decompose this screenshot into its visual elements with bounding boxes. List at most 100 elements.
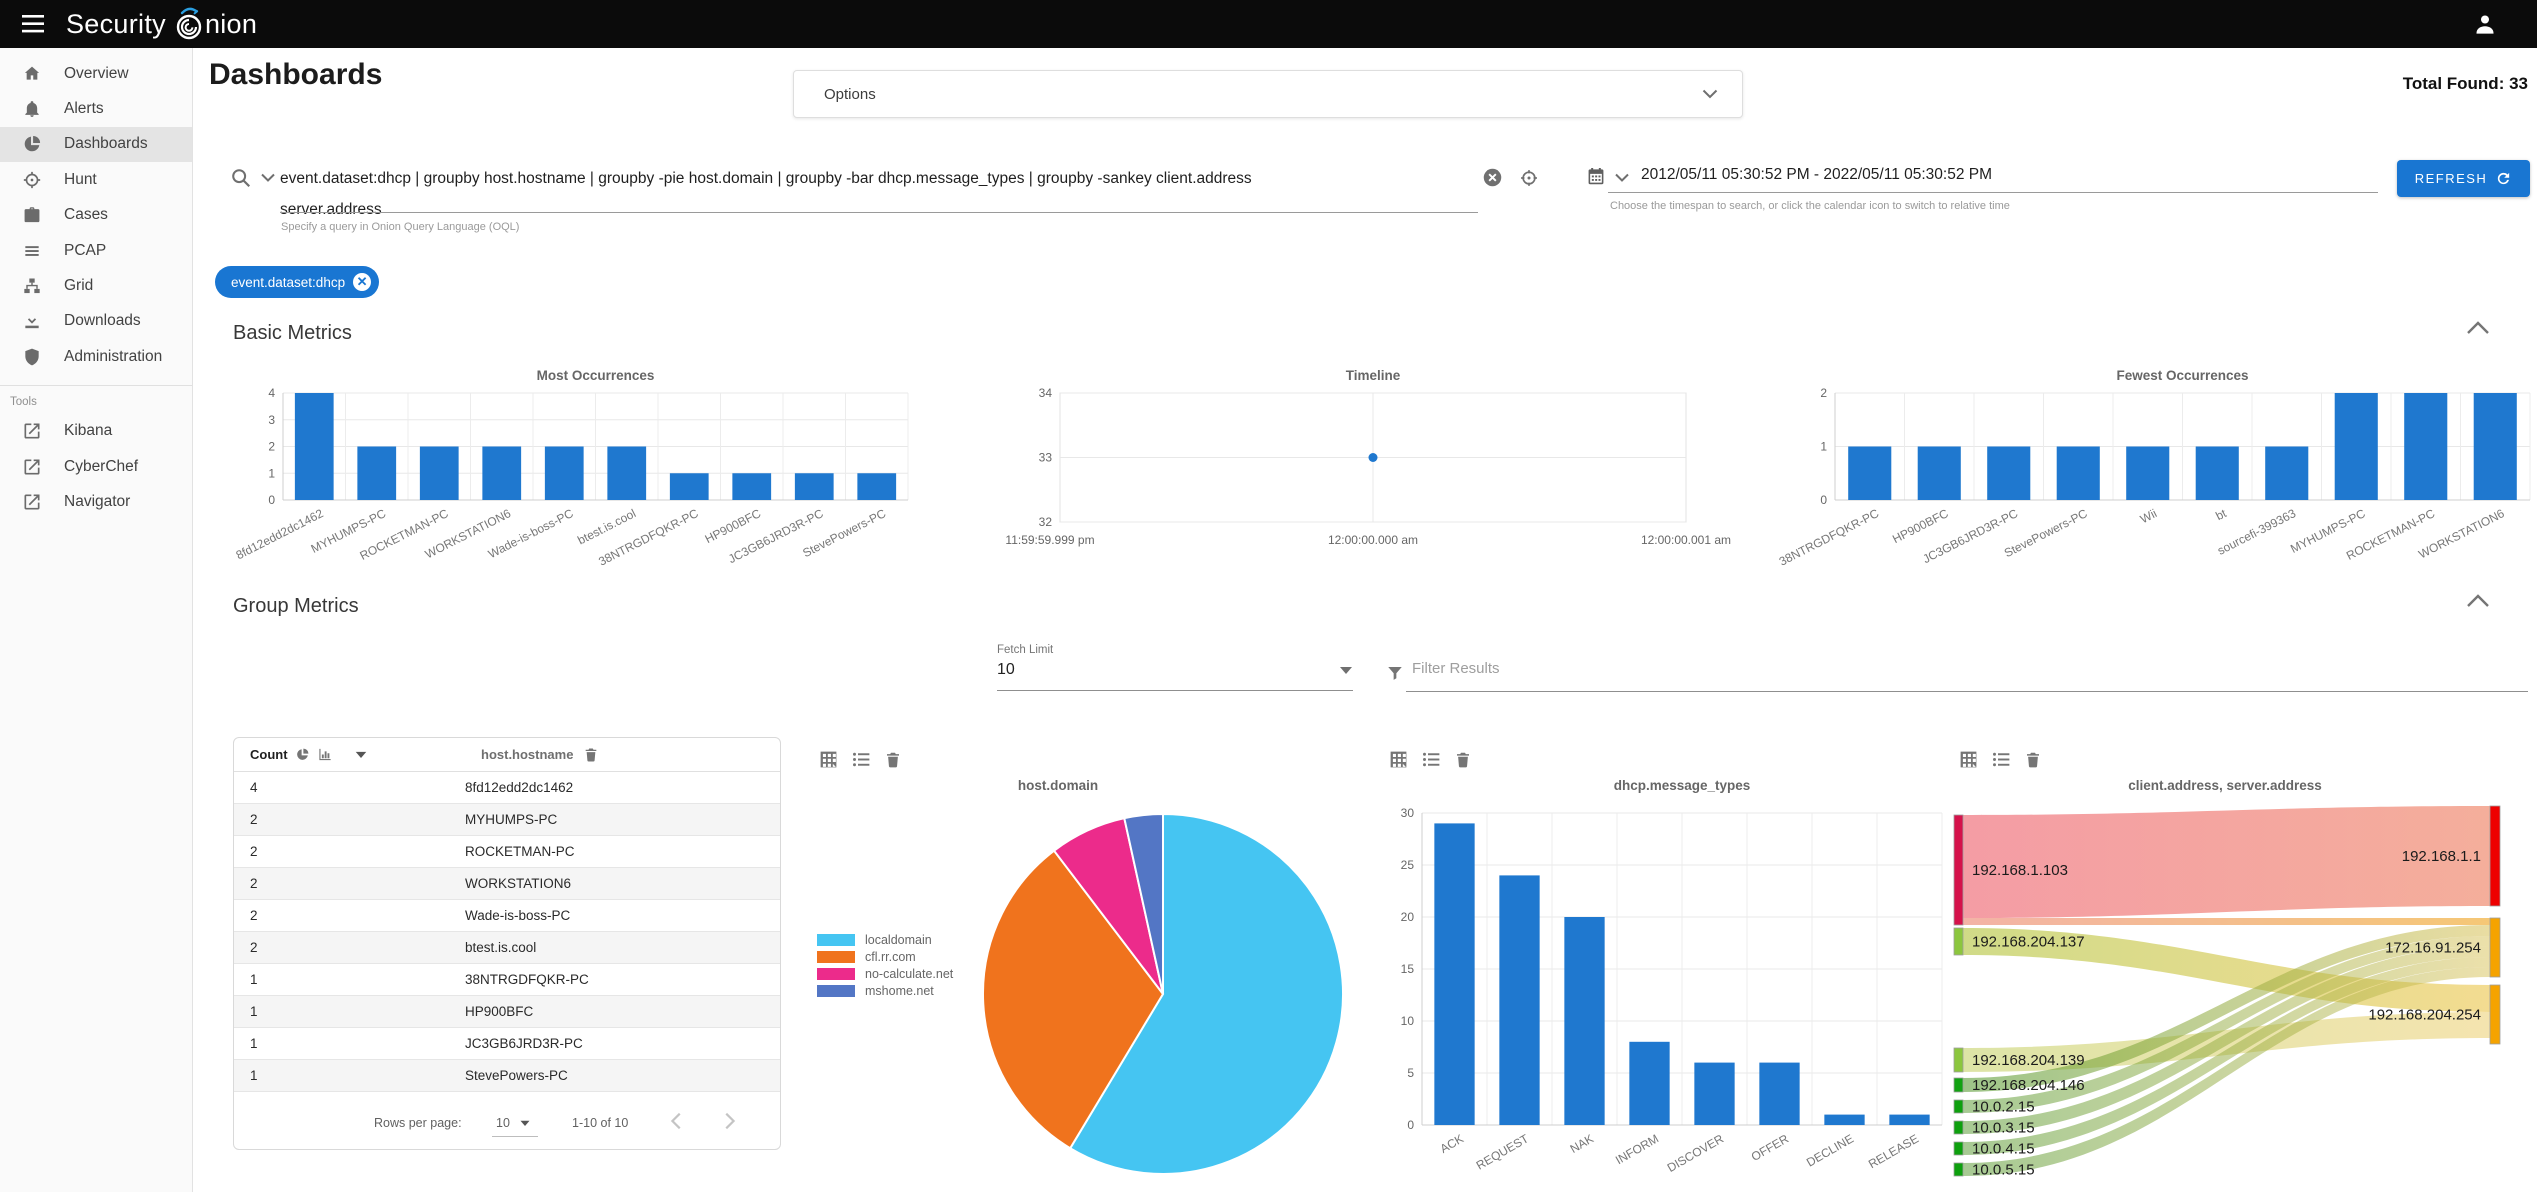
bar-DISCOVER[interactable] <box>1694 1062 1735 1125</box>
options-dropdown[interactable]: Options <box>793 70 1743 118</box>
filter-chip[interactable]: event.dataset:dhcp ✕ <box>215 266 380 298</box>
table-row[interactable]: 2 ROCKETMAN-PC <box>234 836 780 868</box>
count-cell[interactable]: 2 <box>250 812 258 827</box>
count-column-header[interactable]: Count <box>250 747 288 762</box>
timeline-chart[interactable]: Timeline 32 33 34 11:59:59.999 pm 12:00:00.00… <box>985 362 1731 567</box>
sankey-node-192.168.1.1[interactable] <box>2489 805 2501 907</box>
count-cell[interactable]: 1 <box>250 1004 258 1019</box>
sankey-node-192.168.204.254[interactable] <box>2489 984 2501 1045</box>
dhcp-message-types-chart[interactable]: dhcp.message_types 0 5 10 15 20 25 30 ACK REQUEST… <box>1380 745 1950 1192</box>
table-row[interactable]: 2 WORKSTATION6 <box>234 868 780 900</box>
bar-Wii[interactable] <box>2126 446 2170 501</box>
sidebar-item-hunt[interactable]: Hunt <box>0 162 192 197</box>
sidebar-item-alerts[interactable]: Alerts <box>0 91 192 126</box>
sankey-link-10.0.2.15-to-172.16.91.254[interactable] <box>1963 936 2490 1113</box>
sort-caret-icon[interactable] <box>354 750 368 759</box>
sankey-link-10.0.5.15-to-172.16.91.254[interactable] <box>1963 967 2490 1176</box>
bar-HP900BFC[interactable] <box>1917 446 1961 501</box>
group-metrics-collapse-icon[interactable] <box>2466 593 2490 608</box>
fetch-limit-caret-icon[interactable] <box>1338 665 1354 675</box>
page-previous-icon[interactable] <box>666 1110 688 1132</box>
sidebar-item-downloads[interactable]: Downloads <box>0 304 192 339</box>
table-row[interactable]: 1 StevePowers-PC <box>234 1060 780 1092</box>
sidebar-item-pcap[interactable]: PCAP <box>0 233 192 268</box>
bar-toggle-icon[interactable] <box>317 747 333 762</box>
legend-item[interactable]: localdomain <box>817 931 953 948</box>
sankey-link-10.0.4.15-to-172.16.91.254[interactable] <box>1963 957 2490 1155</box>
hostname-cell[interactable]: Wade-is-boss-PC <box>465 908 571 923</box>
bar-INFORM[interactable] <box>1629 1041 1670 1125</box>
hostname-cell[interactable]: WORKSTATION6 <box>465 876 572 891</box>
timespan-input[interactable]: 2012/05/11 05:30:52 PM - 2022/05/11 05:3… <box>1641 166 1993 183</box>
bar-NAK[interactable] <box>1564 917 1605 1125</box>
table-row[interactable]: 1 38NTRGDFQKR-PC <box>234 964 780 996</box>
bar-38NTRGDFQKR-PC[interactable] <box>669 473 709 500</box>
pie-slice-mshome.net[interactable] <box>1123 812 1164 995</box>
sankey-node-192.168.204.139[interactable] <box>1953 1047 1964 1073</box>
timespan-chevron-down-icon[interactable] <box>1615 173 1629 182</box>
table-row[interactable]: 1 JC3GB6JRD3R-PC <box>234 1028 780 1060</box>
trash-icon[interactable] <box>1454 750 1472 769</box>
sankey-link-10.0.3.15-to-172.16.91.254[interactable] <box>1963 946 2490 1134</box>
sankey-node-192.168.204.146[interactable] <box>1953 1077 1964 1093</box>
count-cell[interactable]: 2 <box>250 876 258 891</box>
count-cell[interactable]: 2 <box>250 940 258 955</box>
hostname-cell[interactable]: 8fd12edd2dc1462 <box>465 780 574 795</box>
trash-icon[interactable] <box>583 746 599 763</box>
hostname-cell[interactable]: StevePowers-PC <box>465 1068 568 1083</box>
count-cell[interactable]: 4 <box>250 780 258 795</box>
hostname-cell[interactable]: HP900BFC <box>465 1004 534 1019</box>
bar-ROCKETMAN-PC[interactable] <box>419 446 459 501</box>
bar-sourcefi-399363[interactable] <box>2265 446 2309 501</box>
count-cell[interactable]: 2 <box>250 908 258 923</box>
fetch-limit-select[interactable]: 10 <box>997 661 1015 678</box>
hostname-cell[interactable]: 38NTRGDFQKR-PC <box>465 972 589 987</box>
rows-per-page-caret-icon[interactable] <box>519 1119 531 1127</box>
bar-HP900BFC[interactable] <box>732 473 772 500</box>
sidebar-item-dashboards[interactable]: Dashboards <box>0 126 192 163</box>
trash-icon[interactable] <box>884 750 902 769</box>
sankey-node-10.0.5.15[interactable] <box>1953 1162 1964 1177</box>
bar-RELEASE[interactable] <box>1889 1114 1930 1125</box>
sankey-node-10.0.3.15[interactable] <box>1953 1120 1964 1135</box>
sankey-link-192.168.1.103-to-192.168.1.1[interactable] <box>1963 806 2490 918</box>
timeline-point[interactable] <box>1368 453 1378 462</box>
bar-MYHUMPS-PC[interactable] <box>357 446 397 501</box>
sankey-node-192.168.1.103[interactable] <box>1953 814 1964 926</box>
table-row[interactable]: 2 Wade-is-boss-PC <box>234 900 780 932</box>
bar-JC3GB6JRD3R-PC[interactable] <box>1987 446 2031 501</box>
bar-REQUEST[interactable] <box>1499 875 1540 1125</box>
sankey-link-192.168.204.146-to-172.16.91.254[interactable] <box>1963 925 2490 1092</box>
bar-btest.is.cool[interactable] <box>607 446 647 501</box>
sidebar-item-cases[interactable]: Cases <box>0 198 192 233</box>
search-icon[interactable] <box>230 167 252 189</box>
bar-StevePowers-PC[interactable] <box>857 473 897 500</box>
bar-MYHUMPS-PC[interactable] <box>2334 393 2378 500</box>
hostname-cell[interactable]: ROCKETMAN-PC <box>465 844 575 859</box>
list-view-icon[interactable] <box>851 749 872 770</box>
table-row[interactable]: 2 btest.is.cool <box>234 932 780 964</box>
sidebar-item-overview[interactable]: Overview <box>0 56 192 91</box>
client-server-sankey-chart[interactable]: client.address, server.address 192.168.1.… <box>1950 745 2537 1192</box>
list-view-icon[interactable] <box>1421 749 1442 770</box>
menu-icon[interactable] <box>22 15 44 33</box>
table-view-icon[interactable] <box>1388 749 1409 770</box>
bar-8fd12edd2dc1462[interactable] <box>294 393 334 500</box>
table-row[interactable]: 1 HP900BFC <box>234 996 780 1028</box>
bar-WORKSTATION6[interactable] <box>482 446 522 501</box>
refresh-button[interactable]: REFRESH <box>2397 160 2530 197</box>
hostname-cell[interactable]: MYHUMPS-PC <box>465 812 558 827</box>
bar-38NTRGDFQKR-PC[interactable] <box>1848 446 1892 501</box>
page-next-icon[interactable] <box>718 1110 740 1132</box>
hostname-column-header[interactable]: host.hostname <box>481 747 574 762</box>
bar-OFFER[interactable] <box>1759 1062 1800 1125</box>
query-input[interactable]: event.dataset:dhcp | groupby host.hostna… <box>280 163 1470 225</box>
sankey-node-10.0.4.15[interactable] <box>1953 1141 1964 1156</box>
sankey-link-192.168.1.103-to-172.16.91.254[interactable] <box>1963 918 2490 925</box>
filter-results-input[interactable] <box>1412 660 2522 677</box>
trash-icon[interactable] <box>2024 750 2042 769</box>
bar-Wade-is-boss-PC[interactable] <box>544 446 584 501</box>
pie-slice-localdomain[interactable] <box>1068 812 1344 1175</box>
sankey-node-10.0.2.15[interactable] <box>1953 1099 1964 1114</box>
legend-item[interactable]: no-calculate.net <box>817 965 953 982</box>
